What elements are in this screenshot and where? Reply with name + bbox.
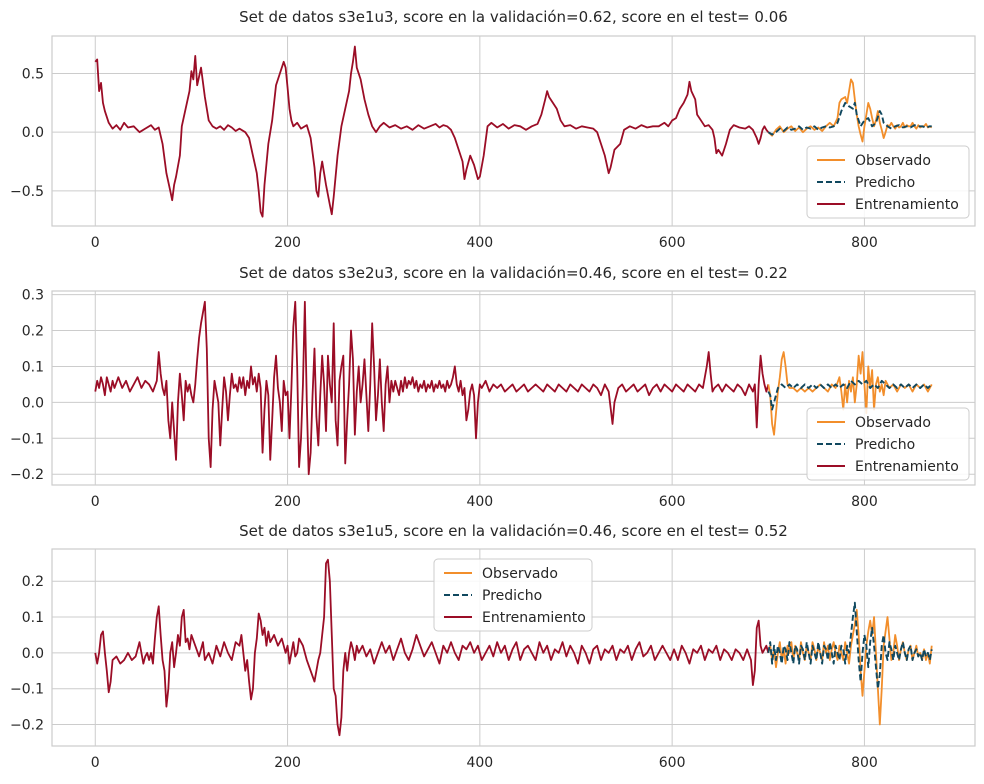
legend: Observado Predicho Entrenamiento (806, 407, 970, 481)
x-tick-label: 200 (274, 235, 301, 251)
legend-label-predicted: Predicho (855, 175, 915, 191)
legend-label-training: Entrenamiento (482, 610, 586, 626)
y-tick-label: 0.0 (22, 395, 44, 411)
legend-label-training: Entrenamiento (855, 197, 959, 213)
y-tick-label: 0.5 (22, 67, 44, 83)
y-tick-label: 0.2 (22, 574, 44, 590)
axes-frame (51, 35, 976, 227)
legend: Observado Predicho Entrenamiento (806, 145, 970, 219)
y-tick-label: 0.0 (22, 125, 44, 141)
subplot-1: 0 200 400 600 800 −0.5 0.0 0.5 Set de datos s3e1… (10, 8, 976, 251)
subplot-title: Set de datos s3e1u3, score en la validac… (239, 8, 788, 26)
legend-label-observed: Observado (855, 415, 931, 431)
legend-box (806, 407, 970, 481)
axes-frame (51, 548, 976, 747)
x-tick-label: 600 (659, 755, 686, 771)
y-tick-label: −0.2 (10, 718, 44, 734)
axes-frame (51, 290, 976, 486)
x-tick-label: 0 (91, 755, 100, 771)
subplot-3: 0 200 400 600 800 −0.2 −0.1 0.0 0.1 0.2 Set de dat… (10, 522, 976, 771)
x-tick-label: 800 (851, 235, 878, 251)
series-predicted-line (767, 101, 932, 136)
y-tick-label: 0.1 (22, 610, 44, 626)
series-training-line (94, 300, 770, 476)
subplot-title: Set de datos s3e2u3, score en la validac… (239, 264, 788, 282)
x-tick-label: 400 (466, 755, 493, 771)
series-observed-line (767, 78, 933, 143)
y-tick-label: 0.2 (22, 324, 44, 340)
x-tick-label: 800 (851, 755, 878, 771)
y-tick-label: 0.3 (22, 288, 44, 304)
legend-box (806, 145, 970, 219)
legend-label-observed: Observado (855, 153, 931, 169)
y-tick-label: 0.1 (22, 359, 44, 375)
y-tick-label: −0.5 (10, 184, 44, 200)
legend: Observado Predicho Entrenamiento (433, 558, 593, 632)
series-training-line (94, 45, 769, 218)
x-tick-label: 800 (851, 494, 878, 510)
x-tick-label: 200 (274, 755, 301, 771)
series-predicted-line (767, 601, 933, 690)
x-tick-label: 0 (91, 494, 100, 510)
legend-label-predicted: Predicho (482, 588, 542, 604)
series-predicted-line (767, 379, 933, 411)
x-tick-label: 600 (659, 494, 686, 510)
y-tick-label: −0.1 (10, 682, 44, 698)
subplot-2: 0 200 400 600 800 −0.2 −0.1 0.0 0.1 0.2 0.3 Set de … (10, 264, 976, 510)
x-tick-label: 600 (659, 235, 686, 251)
legend-box (433, 558, 593, 632)
y-tick-label: 0.0 (22, 646, 44, 662)
legend-label-observed: Observado (482, 566, 558, 582)
series-training-line (94, 558, 770, 737)
x-tick-label: 400 (466, 494, 493, 510)
x-tick-label: 400 (466, 235, 493, 251)
y-tick-label: −0.1 (10, 431, 44, 447)
y-tick-label: −0.2 (10, 467, 44, 483)
legend-label-training: Entrenamiento (855, 459, 959, 475)
x-tick-label: 0 (91, 235, 100, 251)
legend-label-predicted: Predicho (855, 437, 915, 453)
x-tick-label: 200 (274, 494, 301, 510)
subplot-title: Set de datos s3e1u5, score en la validac… (239, 522, 788, 540)
